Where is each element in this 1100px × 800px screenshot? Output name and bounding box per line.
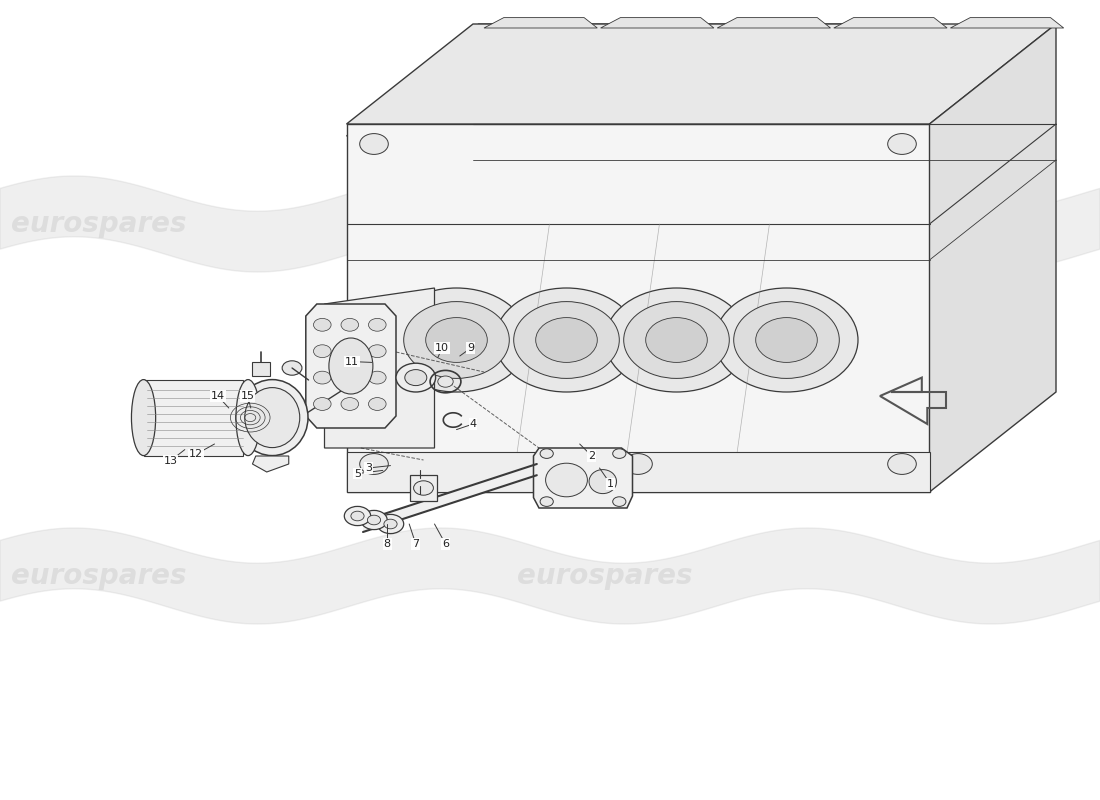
Circle shape (495, 288, 638, 392)
Circle shape (368, 318, 386, 331)
Circle shape (756, 318, 817, 362)
Circle shape (426, 318, 487, 362)
Text: 9: 9 (468, 343, 474, 353)
Circle shape (341, 345, 359, 358)
Polygon shape (346, 452, 930, 492)
Text: 10: 10 (436, 343, 449, 353)
Circle shape (646, 318, 707, 362)
Text: eurospares: eurospares (517, 562, 693, 590)
Text: 13: 13 (164, 456, 177, 466)
Text: 12: 12 (189, 450, 202, 459)
Circle shape (613, 497, 626, 506)
Polygon shape (324, 288, 435, 448)
Polygon shape (410, 475, 437, 501)
Circle shape (314, 398, 331, 410)
Ellipse shape (329, 338, 373, 394)
Circle shape (385, 288, 528, 392)
Circle shape (605, 288, 748, 392)
Circle shape (734, 302, 839, 378)
Polygon shape (534, 448, 632, 508)
Circle shape (384, 519, 397, 529)
Circle shape (367, 515, 381, 525)
Circle shape (368, 345, 386, 358)
Text: 11: 11 (345, 357, 359, 366)
Text: 7: 7 (412, 539, 419, 549)
Text: eurospares: eurospares (11, 562, 187, 590)
Polygon shape (717, 18, 830, 28)
Polygon shape (950, 18, 1064, 28)
Circle shape (377, 514, 404, 534)
Polygon shape (346, 124, 930, 492)
Circle shape (360, 134, 388, 154)
Circle shape (624, 302, 729, 378)
Circle shape (368, 398, 386, 410)
Polygon shape (346, 24, 930, 136)
Circle shape (282, 361, 301, 375)
Circle shape (368, 371, 386, 384)
Ellipse shape (590, 470, 617, 494)
Circle shape (341, 371, 359, 384)
Circle shape (715, 288, 858, 392)
Circle shape (613, 449, 626, 458)
Text: 6: 6 (442, 539, 449, 549)
Text: 3: 3 (365, 463, 372, 473)
Polygon shape (252, 456, 288, 472)
Text: 8: 8 (384, 539, 390, 549)
Polygon shape (252, 362, 270, 376)
Circle shape (536, 318, 597, 362)
Polygon shape (930, 24, 1056, 492)
Circle shape (360, 454, 388, 474)
Circle shape (344, 506, 371, 526)
Circle shape (351, 511, 364, 521)
Text: 1: 1 (607, 479, 614, 489)
Polygon shape (143, 380, 242, 456)
Circle shape (341, 318, 359, 331)
Ellipse shape (244, 388, 299, 448)
Polygon shape (346, 24, 1056, 124)
Circle shape (540, 449, 553, 458)
Polygon shape (484, 18, 597, 28)
Polygon shape (834, 18, 947, 28)
Circle shape (404, 302, 509, 378)
Circle shape (314, 371, 331, 384)
Circle shape (361, 510, 387, 530)
Circle shape (314, 345, 331, 358)
Text: 2: 2 (588, 451, 595, 461)
Text: 4: 4 (470, 419, 476, 429)
Ellipse shape (235, 380, 260, 456)
Ellipse shape (546, 463, 587, 497)
Circle shape (405, 370, 427, 386)
Polygon shape (601, 18, 714, 28)
Ellipse shape (236, 380, 308, 456)
Circle shape (396, 363, 436, 392)
Circle shape (514, 302, 619, 378)
Text: eurospares: eurospares (11, 210, 187, 238)
Polygon shape (306, 304, 396, 428)
Circle shape (314, 318, 331, 331)
Text: 15: 15 (241, 391, 254, 401)
Ellipse shape (132, 380, 156, 456)
Text: 5: 5 (354, 469, 361, 478)
Circle shape (888, 454, 916, 474)
Text: eurospares: eurospares (517, 210, 693, 238)
Circle shape (888, 134, 916, 154)
Text: 14: 14 (211, 391, 224, 401)
Circle shape (341, 398, 359, 410)
Circle shape (414, 481, 433, 495)
Circle shape (540, 497, 553, 506)
Circle shape (624, 454, 652, 474)
Polygon shape (363, 464, 537, 532)
Circle shape (438, 376, 453, 387)
